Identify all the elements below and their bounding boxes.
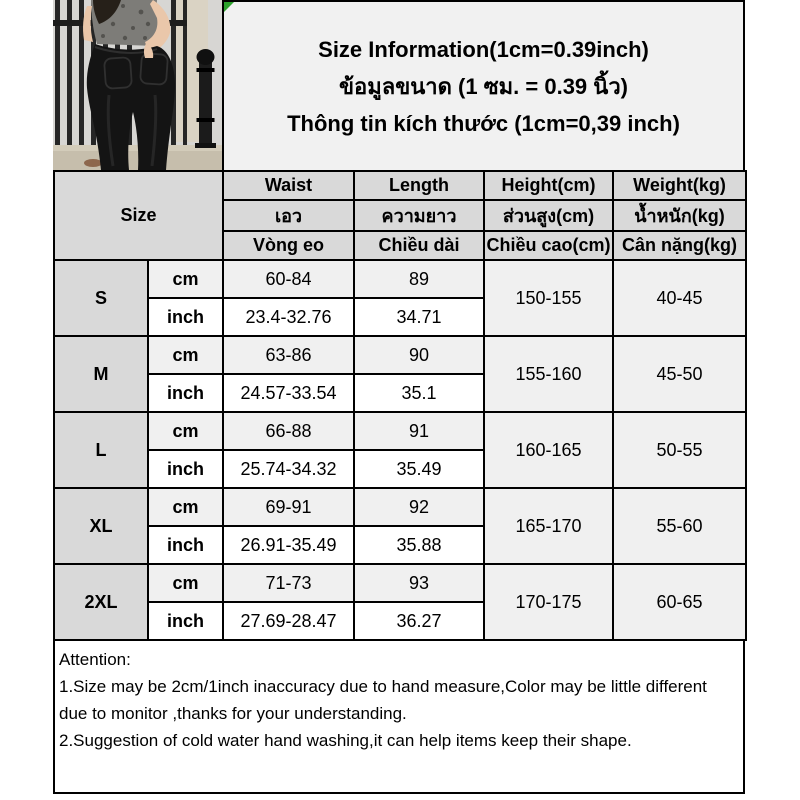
title-vietnamese: Thông tin kích thước (1cm=0,39 inch) bbox=[287, 110, 680, 136]
col-weight-th: น้ำหนัก(kg) bbox=[612, 199, 747, 232]
col-weight-en: Weight(kg) bbox=[612, 170, 747, 201]
col-length-en: Length bbox=[353, 170, 485, 201]
attention-heading: Attention: bbox=[59, 650, 131, 669]
length-inch-m: 35.1 bbox=[353, 373, 485, 413]
length-cm-l: 91 bbox=[353, 411, 485, 451]
unit-inch: inch bbox=[147, 297, 224, 337]
length-inch-2xl: 36.27 bbox=[353, 601, 485, 641]
weight-2xl: 60-65 bbox=[612, 563, 747, 641]
corner-triangle-icon bbox=[224, 2, 234, 12]
photo-leaf bbox=[84, 159, 102, 167]
weight-l: 50-55 bbox=[612, 411, 747, 489]
unit-cm: cm bbox=[147, 259, 224, 299]
table-row: 2XL cm 71-73 93 170-175 60-65 bbox=[53, 563, 747, 641]
length-cm-s: 89 bbox=[353, 259, 485, 299]
model-left-arm bbox=[83, 6, 93, 42]
size-table: Size Waist Length Height(cm) Weight(kg) … bbox=[53, 170, 747, 641]
height-l: 160-165 bbox=[483, 411, 614, 489]
height-m: 155-160 bbox=[483, 335, 614, 413]
height-s: 150-155 bbox=[483, 259, 614, 337]
unit-cm: cm bbox=[147, 335, 224, 375]
left-pocket-seam bbox=[103, 56, 133, 90]
table-row: inch 27.69-28.47 36.27 bbox=[54, 601, 746, 641]
waist-cm-2xl: 71-73 bbox=[222, 563, 355, 603]
table-row: L cm 66-88 91 160-165 50-55 bbox=[53, 411, 747, 489]
size-label-l: L bbox=[53, 411, 149, 489]
length-inch-xl: 35.88 bbox=[353, 525, 485, 565]
top-speckle bbox=[101, 4, 151, 41]
col-height-vi: Chiều cao(cm) bbox=[483, 230, 614, 261]
height-xl: 165-170 bbox=[483, 487, 614, 565]
weight-m: 45-50 bbox=[612, 335, 747, 413]
model-right-arm bbox=[145, 0, 171, 53]
waist-cm-s: 60-84 bbox=[222, 259, 355, 299]
leg-sheen-right bbox=[150, 94, 158, 167]
col-length-vi: Chiều dài bbox=[353, 230, 485, 261]
size-label-xl: XL bbox=[53, 487, 149, 565]
model-hair bbox=[93, 0, 121, 24]
col-waist-vi: Vòng eo bbox=[222, 230, 355, 261]
size-information-title: Size Information(1cm=0.39inch) ข้อมูลขนา… bbox=[222, 0, 745, 170]
table-header-row-en: Size Waist Length Height(cm) Weight(kg) bbox=[53, 170, 747, 261]
col-height-en: Height(cm) bbox=[483, 170, 614, 201]
length-cm-2xl: 93 bbox=[353, 563, 485, 603]
table-row: inch 24.57-33.54 35.1 bbox=[54, 373, 746, 413]
col-weight-vi: Cân nặng(kg) bbox=[612, 230, 747, 261]
unit-cm: cm bbox=[147, 563, 224, 603]
weight-xl: 55-60 bbox=[612, 487, 747, 565]
unit-inch: inch bbox=[147, 601, 224, 641]
waist-cm-l: 66-88 bbox=[222, 411, 355, 451]
table-row: M cm 63-86 90 155-160 45-50 bbox=[53, 335, 747, 413]
leg-sheen-left bbox=[106, 94, 115, 167]
length-inch-l: 35.49 bbox=[353, 449, 485, 489]
table-row: XL cm 69-91 92 165-170 55-60 bbox=[53, 487, 747, 565]
length-inch-s: 34.71 bbox=[353, 297, 485, 337]
size-label-2xl: 2XL bbox=[53, 563, 149, 641]
height-2xl: 170-175 bbox=[483, 563, 614, 641]
model-photo-illustration bbox=[53, 0, 222, 170]
waist-cm-m: 63-86 bbox=[222, 335, 355, 375]
size-label-s: S bbox=[53, 259, 149, 337]
attention-line-1: 1.Size may be 2cm/1inch inaccuracy due t… bbox=[59, 677, 707, 723]
model-figure bbox=[83, 0, 175, 170]
length-cm-xl: 92 bbox=[353, 487, 485, 527]
table-header-row-vi: Vòng eo Chiều dài Chiều cao(cm) Cân nặng… bbox=[54, 230, 747, 261]
unit-cm: cm bbox=[147, 411, 224, 451]
attention-line-2: 2.Suggestion of cold water hand washing,… bbox=[59, 731, 632, 750]
col-length-th: ความยาว bbox=[353, 199, 485, 232]
size-header-cell: Size bbox=[53, 170, 224, 261]
attention-note: Attention: 1.Size may be 2cm/1inch inacc… bbox=[53, 639, 745, 794]
title-english: Size Information(1cm=0.39inch) bbox=[318, 36, 649, 62]
unit-inch: inch bbox=[147, 449, 224, 489]
unit-inch: inch bbox=[147, 525, 224, 565]
size-chart-sheet: Size Information(1cm=0.39inch) ข้อมูลขนา… bbox=[53, 0, 747, 794]
table-row: S cm 60-84 89 150-155 40-45 bbox=[53, 259, 747, 337]
table-row: inch 25.74-34.32 35.49 bbox=[54, 449, 746, 489]
hand-in-pocket bbox=[143, 42, 154, 58]
col-waist-en: Waist bbox=[222, 170, 355, 201]
col-waist-th: เอว bbox=[222, 199, 355, 232]
length-cm-m: 90 bbox=[353, 335, 485, 375]
table-header-row-th: เอว ความยาว ส่วนสูง(cm) น้ำหนัก(kg) bbox=[54, 199, 747, 232]
waist-inch-m: 24.57-33.54 bbox=[222, 373, 355, 413]
title-thai: ข้อมูลขนาด (1 ซม. = 0.39 นิ้ว) bbox=[338, 73, 628, 99]
bollard-post bbox=[195, 49, 216, 148]
size-label-m: M bbox=[53, 335, 149, 413]
table-row: inch 26.91-35.49 35.88 bbox=[54, 525, 746, 565]
waist-inch-xl: 26.91-35.49 bbox=[222, 525, 355, 565]
table-row: inch 23.4-32.76 34.71 bbox=[54, 297, 746, 337]
waist-cm-xl: 69-91 bbox=[222, 487, 355, 527]
waist-inch-2xl: 27.69-28.47 bbox=[222, 601, 355, 641]
waist-inch-s: 23.4-32.76 bbox=[222, 297, 355, 337]
unit-inch: inch bbox=[147, 373, 224, 413]
header-row: Size Information(1cm=0.39inch) ข้อมูลขนา… bbox=[53, 0, 745, 170]
pavement-edge bbox=[53, 145, 222, 151]
waist-inch-l: 25.74-34.32 bbox=[222, 449, 355, 489]
right-pocket-seam bbox=[139, 52, 169, 86]
unit-cm: cm bbox=[147, 487, 224, 527]
weight-s: 40-45 bbox=[612, 259, 747, 337]
product-photo bbox=[53, 0, 222, 170]
col-height-th: ส่วนสูง(cm) bbox=[483, 199, 614, 232]
